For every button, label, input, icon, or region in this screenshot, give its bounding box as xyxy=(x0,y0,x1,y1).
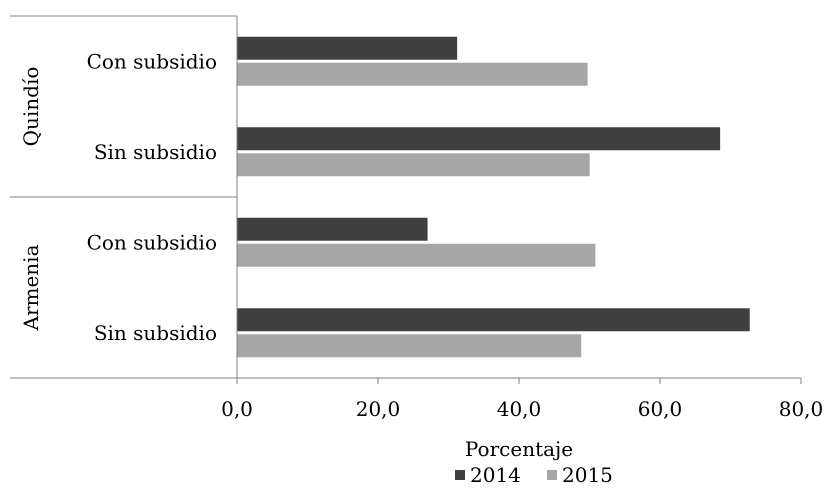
category-label: Sin subsidio xyxy=(94,140,217,164)
group-label: Quindío xyxy=(19,67,43,147)
bar-2015-0 xyxy=(236,61,589,87)
bar-2015-3 xyxy=(236,333,583,359)
legend-label-2015: 2015 xyxy=(562,463,613,487)
category-label: Con subsidio xyxy=(87,230,217,254)
category-label: Con subsidio xyxy=(87,49,217,73)
x-axis-title: Porcentaje xyxy=(465,437,573,461)
legend-label-2014: 2014 xyxy=(470,463,521,487)
x-tick-label: 40,0 xyxy=(497,397,542,421)
group-label: Armenia xyxy=(19,244,43,331)
bar-2014-2 xyxy=(236,216,429,242)
legend-swatch-2014 xyxy=(455,470,465,480)
bar-2015-1 xyxy=(236,152,591,178)
x-tick-label: 60,0 xyxy=(638,397,683,421)
bar-2014-3 xyxy=(236,307,751,333)
x-tick-label: 20,0 xyxy=(356,397,401,421)
x-tick-label: 80,0 xyxy=(779,397,824,421)
bar-2015-2 xyxy=(236,242,597,268)
bar-2014-1 xyxy=(236,126,722,152)
legend-swatch-2015 xyxy=(547,470,557,480)
x-tick-label: 0,0 xyxy=(221,397,253,421)
category-label: Sin subsidio xyxy=(94,321,217,345)
bar-2014-0 xyxy=(236,35,459,61)
